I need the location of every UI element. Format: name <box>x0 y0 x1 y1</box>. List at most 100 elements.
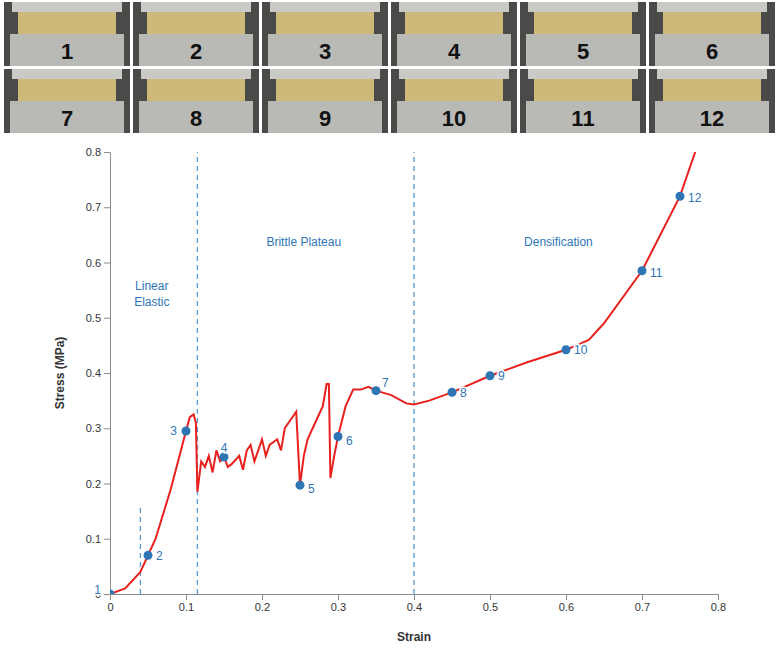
photo-bottom-plate <box>268 101 382 133</box>
photo-sample <box>147 79 245 101</box>
photo-panel: 1 <box>4 2 130 66</box>
plot-area <box>110 152 695 594</box>
tick-mark <box>566 594 567 600</box>
photo-top-plate <box>270 69 380 79</box>
photo-sample <box>18 79 116 101</box>
tick-mark <box>104 594 110 595</box>
photo-number: 6 <box>706 39 718 64</box>
photo-bottom-plate <box>397 101 511 133</box>
tick: 0.2 <box>86 478 110 490</box>
region-divider <box>413 152 414 594</box>
tick-label: 0.3 <box>86 422 101 434</box>
y-axis-title: Stress (MPa) <box>53 337 67 410</box>
tick-label: 0.2 <box>86 478 101 490</box>
tick-mark <box>186 594 187 600</box>
photo-bottom-plate <box>139 34 253 66</box>
photo-bottom-plate <box>526 34 640 66</box>
point-label: 9 <box>498 369 505 383</box>
photo-sample <box>405 79 503 101</box>
photo-number: 3 <box>319 39 331 64</box>
photo-number: 12 <box>700 106 724 131</box>
region-label: Brittle Plateau <box>266 235 341 249</box>
photo-background <box>133 69 259 133</box>
photo-sample <box>276 12 374 34</box>
tick-mark <box>104 207 110 208</box>
marker-point <box>486 371 495 380</box>
point-label: 1 <box>94 583 101 597</box>
tick: 0.1 <box>86 533 110 545</box>
tick-label: 0.8 <box>711 601 726 613</box>
marker-point <box>110 590 115 595</box>
marker-point <box>144 551 153 560</box>
marker-point <box>182 427 191 436</box>
point-label: 12 <box>688 191 702 205</box>
photo-panels: 123456789101112 <box>4 2 775 133</box>
x-axis: 00.10.20.30.40.50.60.70.8 <box>107 594 726 613</box>
photo-number: 1 <box>61 39 73 64</box>
photo-sample <box>276 79 374 101</box>
annotations: LinearElastic Brittle Plateau Densificatio… <box>134 235 593 309</box>
photo-background <box>4 69 130 133</box>
photo-top-plate <box>399 2 509 12</box>
photo-number: 4 <box>448 39 461 64</box>
photo-top-plate <box>270 2 380 12</box>
photo-panel: 3 <box>262 2 388 66</box>
tick-label: 0.4 <box>407 601 422 613</box>
tick: 0.8 <box>86 146 110 158</box>
photo-bottom-plate <box>139 101 253 133</box>
photo-background <box>391 2 517 66</box>
tick-mark <box>104 263 110 264</box>
photo-bottom-plate <box>526 101 640 133</box>
tick: 0.5 <box>483 594 498 613</box>
photo-sample <box>663 12 761 34</box>
tick-mark <box>104 539 110 540</box>
point-label: 10 <box>574 343 588 357</box>
y-axis: 00.10.20.30.40.50.60.70.8 <box>86 146 111 600</box>
photo-bottom-plate <box>268 34 382 66</box>
photo-top-plate <box>12 2 122 12</box>
tick: 0.3 <box>86 422 110 434</box>
photo-top-plate <box>528 2 638 12</box>
point-label: 11 <box>650 266 663 280</box>
region-label: LinearElastic <box>134 279 169 309</box>
region-divider <box>197 152 198 594</box>
photo-top-plate <box>657 69 767 79</box>
tick: 0.4 <box>86 367 110 379</box>
point-label: 3 <box>170 424 177 438</box>
photo-top-plate <box>528 69 638 79</box>
region-label: Densification <box>524 235 593 249</box>
tick-mark <box>104 318 110 319</box>
photo-background <box>520 2 646 66</box>
tick-label: 0.7 <box>86 201 101 213</box>
photo-number: 7 <box>61 106 73 131</box>
photo-top-plate <box>141 2 251 12</box>
tick-mark <box>110 594 111 600</box>
tick-mark <box>718 594 719 600</box>
stress-strain-curve <box>110 152 695 594</box>
photo-background <box>649 69 775 133</box>
photo-sample <box>534 12 632 34</box>
photo-panel: 7 <box>4 69 130 133</box>
tick-mark <box>104 428 110 429</box>
tick-label: 0.6 <box>559 601 574 613</box>
photo-background <box>262 69 388 133</box>
marker-point <box>676 192 685 201</box>
tick-mark <box>104 152 110 153</box>
photo-panel: 4 <box>391 2 517 66</box>
marker-point <box>638 266 647 275</box>
tick-label: 0.5 <box>86 312 101 324</box>
tick-mark <box>490 594 491 600</box>
tick: 0.8 <box>711 594 726 613</box>
photo-number: 2 <box>190 39 202 64</box>
photo-sample <box>405 12 503 34</box>
tick: 0.6 <box>559 594 574 613</box>
tick-mark <box>642 594 643 600</box>
chart-root: 12345678910111200.10.20.30.40.50.60.70.8… <box>0 0 776 655</box>
photo-background <box>4 2 130 66</box>
tick: 0.4 <box>407 594 422 613</box>
tick-mark <box>414 594 415 600</box>
tick-mark <box>104 484 110 485</box>
photo-sample <box>18 12 116 34</box>
photo-top-plate <box>399 69 509 79</box>
photo-sample <box>534 79 632 101</box>
